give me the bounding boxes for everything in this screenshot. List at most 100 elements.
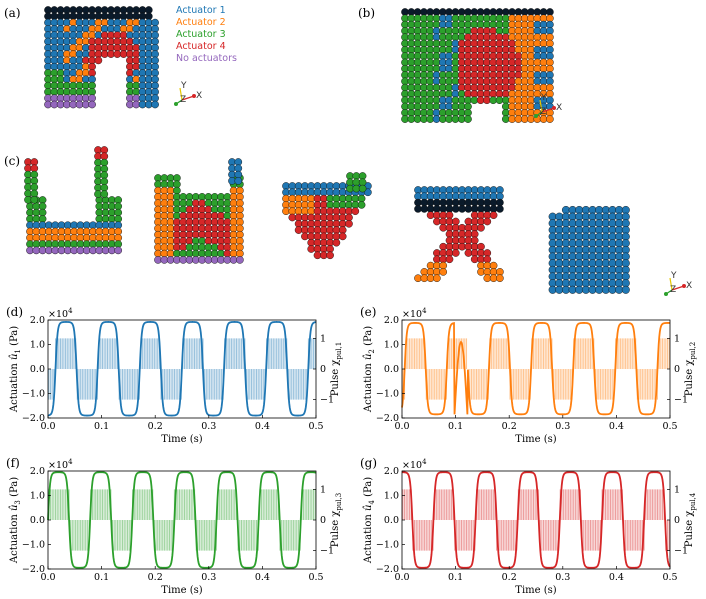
y-tick-label: −2.0	[376, 413, 399, 424]
x-axis-label: Time (s)	[515, 434, 556, 445]
x-tick-label: 0.5	[662, 572, 677, 583]
soft-robot-render-c-sequence	[24, 146, 630, 294]
x-axis-label: Time (s)	[515, 585, 556, 596]
y-tick-label: 1.0	[384, 340, 399, 351]
actuation-line	[402, 471, 671, 569]
panel-label: (d)	[6, 305, 23, 319]
y-tick-label: 2.0	[384, 315, 399, 326]
x-tick-label: 0.0	[394, 421, 409, 432]
y-tick-label: 1.0	[30, 491, 45, 502]
y-tick-label: −1.0	[22, 389, 45, 400]
x-tick-label: 0.3	[555, 421, 570, 432]
y-tick-label: 2.0	[30, 315, 45, 326]
panel-label: (e)	[360, 305, 376, 319]
chart-f: (f) ×104 0.0 0.1 0.2 0.3 0.4 0.5 −2.0 −1.0 0.0 1.0 2…	[6, 456, 343, 596]
x-tick-label: 0.2	[502, 572, 517, 583]
y-tick-label: 0.0	[30, 364, 45, 375]
plot-frame	[401, 319, 671, 419]
x-axis-label: Time (s)	[161, 585, 202, 596]
panel-label-b: (b)	[358, 6, 375, 20]
y2-tick-label: −1	[674, 395, 688, 406]
triad-x-label: X	[196, 91, 202, 101]
axis-multiplier: ×104	[48, 458, 73, 471]
y-tick-label: −1.0	[376, 540, 399, 551]
y-axis-label: Actuation û1 (Pa)	[9, 326, 22, 413]
y-tick-label: 1.0	[30, 340, 45, 351]
x-tick-label: 0.0	[40, 421, 55, 432]
x-tick-label: 0.2	[502, 421, 517, 432]
axis-multiplier: ×104	[48, 307, 73, 320]
axis-multiplier: ×104	[402, 307, 427, 320]
triad-x-label: X	[686, 281, 692, 291]
y2-axis-label: Pulse χpul,1	[330, 342, 343, 397]
chart-g: (g) ×104 0.0 0.1 0.2 0.3 0.4 0.5 −2.0 −1.0 0.0 1.0 2…	[360, 456, 697, 596]
y2-axis-label: Pulse χpul,2	[684, 342, 697, 397]
pulse-series	[402, 489, 670, 551]
y2-tick-label: 0	[320, 364, 326, 375]
panel-label-c: (c)	[4, 154, 20, 168]
actuation-line	[401, 322, 671, 416]
triad-y-label: Y	[180, 81, 187, 91]
y-tick-label: −1.0	[376, 389, 399, 400]
y-tick-label: 0.0	[384, 364, 399, 375]
x-tick-label: 0.1	[448, 421, 463, 432]
y2-tick-label: −1	[320, 395, 334, 406]
x-tick-label: 0.0	[394, 572, 409, 583]
y-axis-label: Actuation û2 (Pa)	[363, 326, 376, 413]
y-tick-label: 0.0	[384, 515, 399, 526]
y2-tick-label: 1	[320, 333, 326, 344]
y2-tick-label: −1	[320, 546, 334, 557]
x-tick-label: 0.2	[148, 572, 163, 583]
x-tick-label: 0.3	[201, 421, 216, 432]
triad-z-label: Z	[670, 285, 676, 295]
x-tick-label: 0.4	[255, 421, 270, 432]
legend-entry-no-actuators: No actuators	[176, 53, 237, 64]
y2-tick-label: 1	[320, 484, 326, 495]
y2-tick-label: 1	[674, 484, 680, 495]
y2-tick-label: 0	[674, 364, 680, 375]
x-tick-label: 0.2	[148, 421, 163, 432]
triad-x-label: X	[556, 103, 562, 113]
chart-d: (d) ×104 0.0 0.1 0.2 0.3 0.4 0.5 −2.0 −1.0 0.0 1.0 2…	[6, 305, 343, 445]
soft-robot-render-a	[44, 6, 159, 109]
x-tick-label: 0.1	[94, 572, 109, 583]
pulse-series	[402, 338, 670, 400]
triad-z-label: Z	[540, 107, 546, 117]
y-tick-label: −1.0	[22, 540, 45, 551]
legend-entry-actuator-3: Actuator 3	[176, 29, 226, 40]
x-axis-label: Time (s)	[161, 434, 202, 445]
y2-axis-label: Pulse χpul,4	[684, 492, 697, 547]
y-axis-label: Actuation û3 (Pa)	[9, 477, 22, 564]
y2-tick-label: 0	[674, 515, 680, 526]
x-tick-label: 0.3	[201, 572, 216, 583]
x-tick-label: 0.4	[255, 572, 270, 583]
triad-z-label: Z	[180, 95, 186, 105]
x-tick-label: 0.5	[308, 421, 323, 432]
x-tick-label: 0.5	[662, 421, 677, 432]
soft-robot-render-b	[401, 8, 554, 123]
triad-y-label: Y	[670, 271, 677, 281]
x-tick-label: 0.4	[609, 572, 624, 583]
chart-e: (e) ×104 0.0 0.1 0.2 0.3 0.4 0.5 −2.0 −1.0 0.0 1.0 2…	[360, 305, 697, 445]
y-tick-label: −2.0	[22, 564, 45, 575]
actuation-line	[47, 321, 317, 417]
actuator-legend: Actuator 1 Actuator 2 Actuator 3 Actuato…	[176, 5, 237, 64]
panel-label-a: (a)	[4, 6, 21, 20]
legend-entry-actuator-4: Actuator 4	[176, 41, 226, 52]
y2-tick-label: −1	[674, 546, 688, 557]
x-tick-label: 0.1	[448, 572, 463, 583]
x-tick-label: 0.3	[555, 572, 570, 583]
actuation-charts: (d) ×104 0.0 0.1 0.2 0.3 0.4 0.5 −2.0 −1.0 0.0 1.0 2…	[6, 305, 697, 596]
triad-y-label: Y	[540, 93, 547, 103]
y2-tick-label: 0	[320, 515, 326, 526]
y2-tick-label: 1	[674, 333, 680, 344]
y-tick-label: 0.0	[30, 515, 45, 526]
legend-entry-actuator-1: Actuator 1	[176, 5, 226, 16]
y-tick-label: −2.0	[376, 564, 399, 575]
y-tick-label: 2.0	[384, 466, 399, 477]
y-tick-label: 1.0	[384, 491, 399, 502]
y2-axis-label: Pulse χpul,3	[330, 493, 343, 548]
actuation-line	[47, 471, 317, 569]
